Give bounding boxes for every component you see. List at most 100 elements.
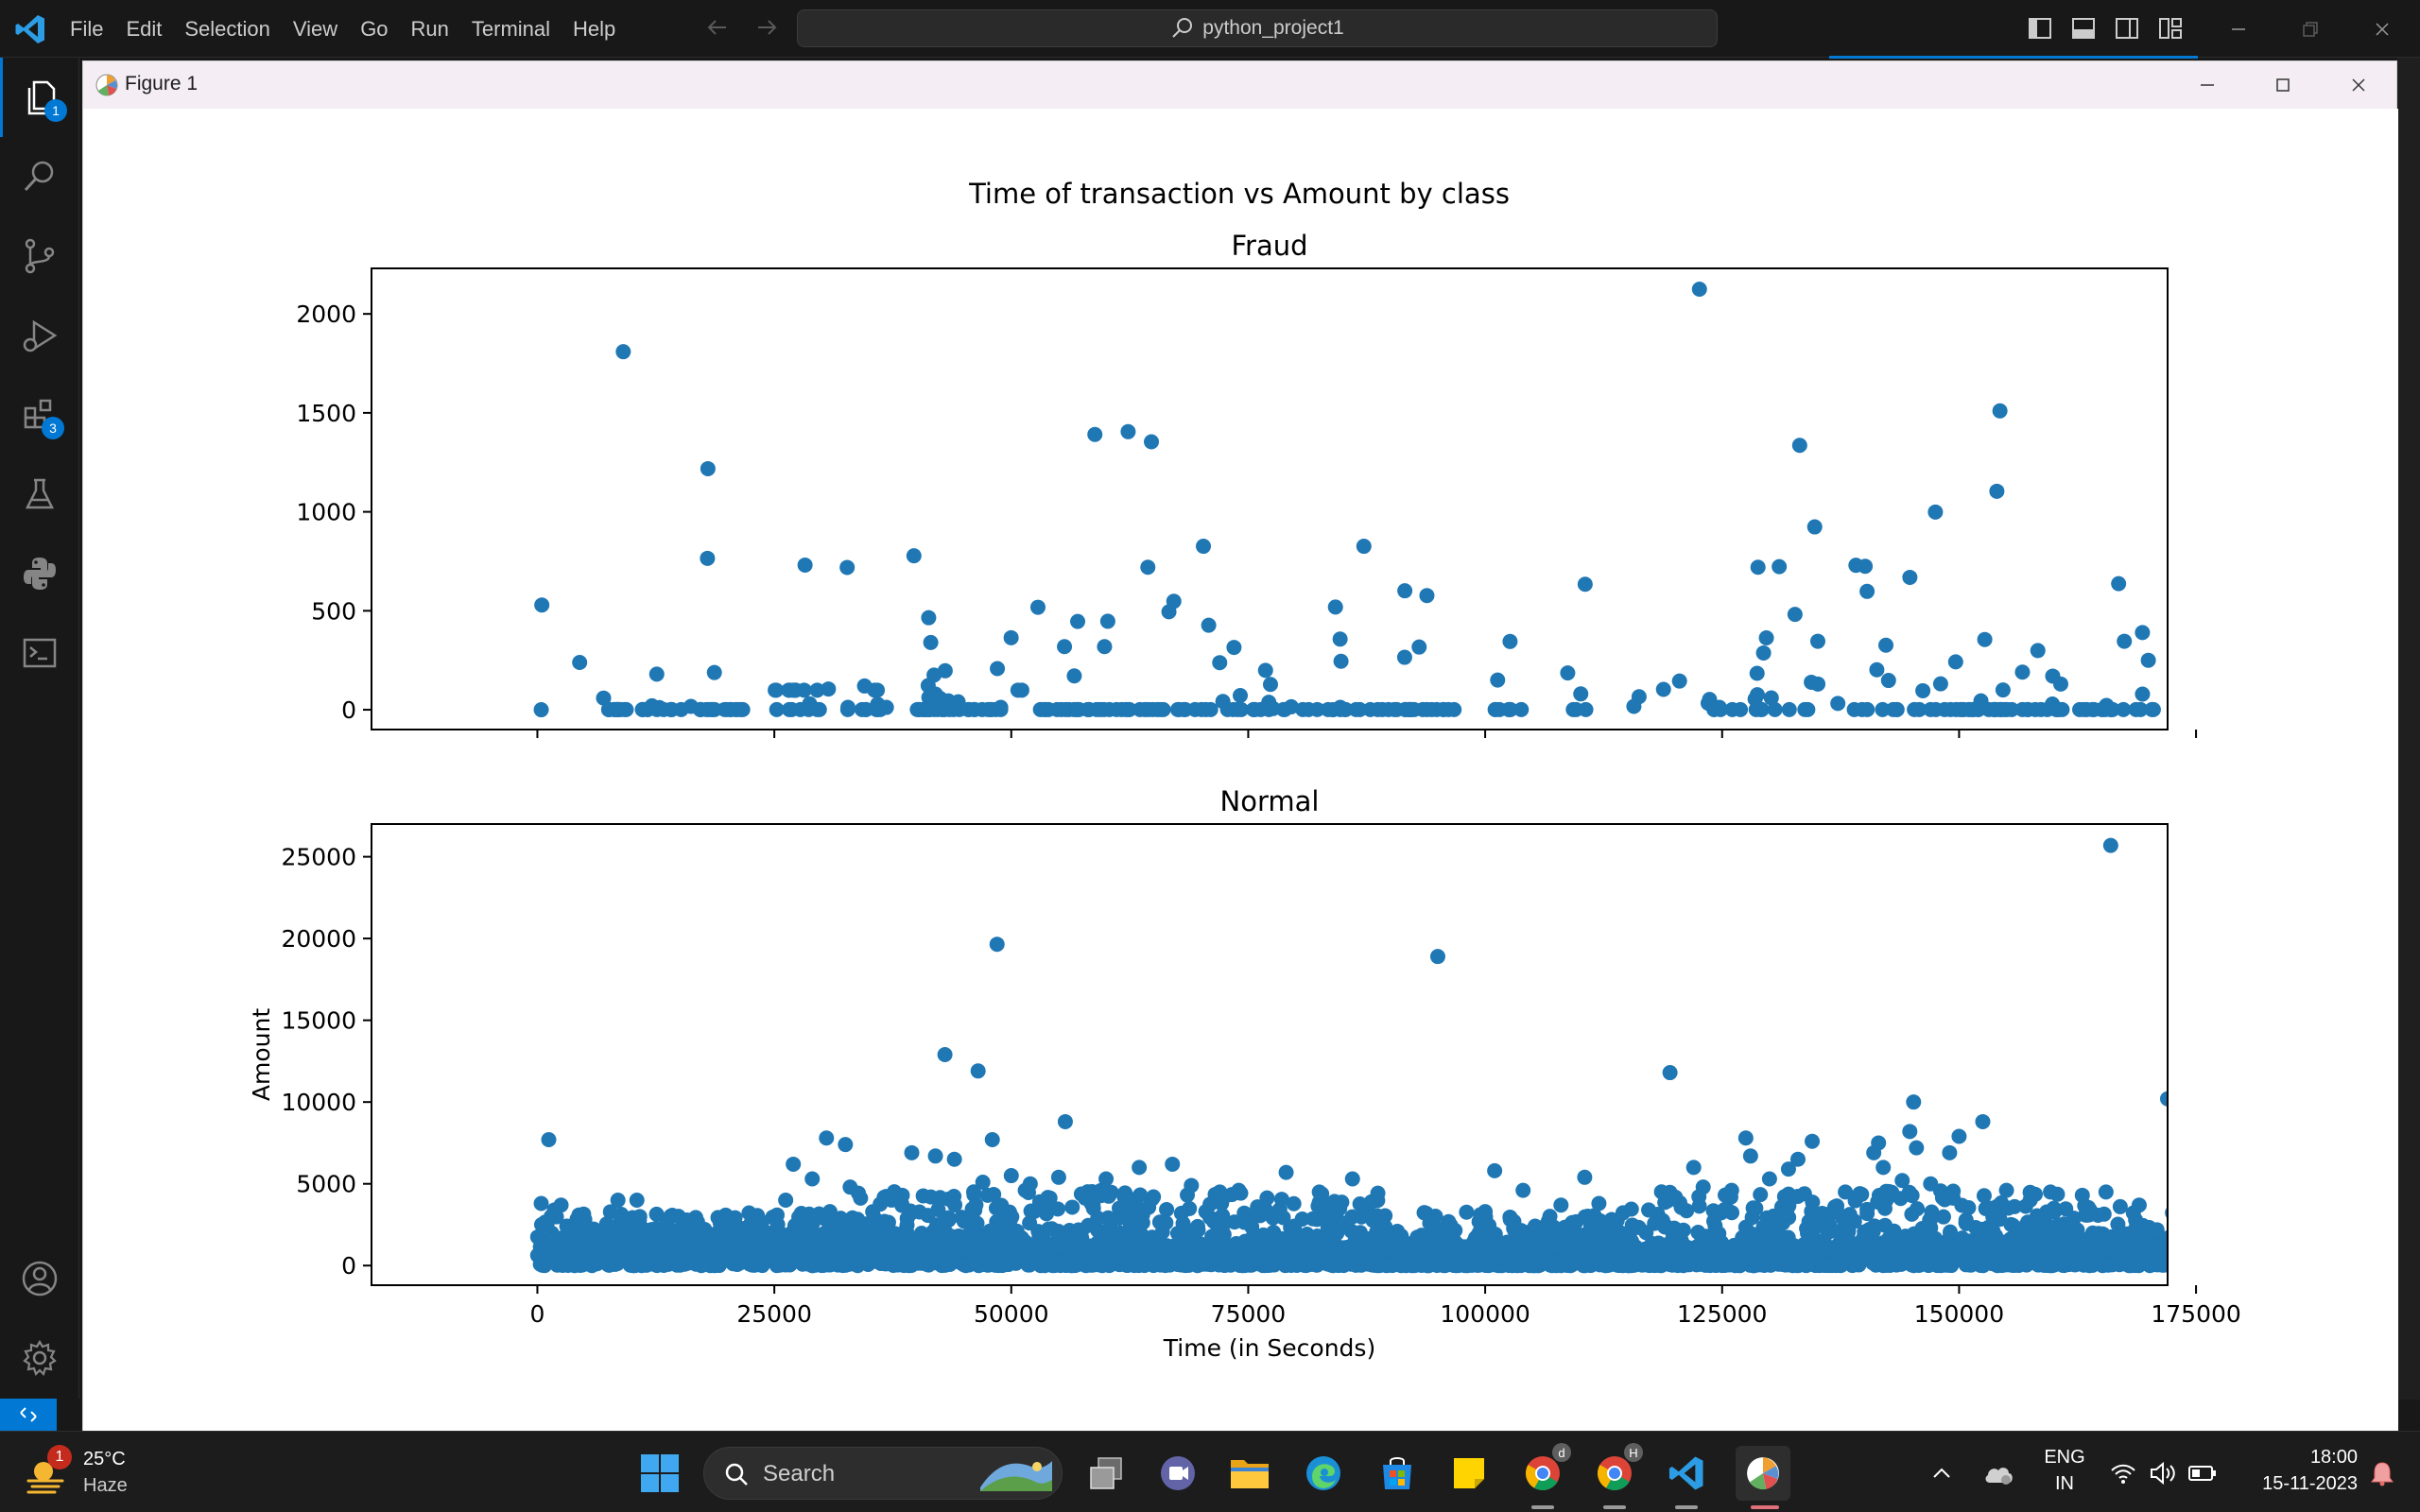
data-point	[796, 1209, 812, 1225]
python-figure-taskbar-button[interactable]	[1736, 1446, 1790, 1501]
microsoft-store-button[interactable]	[1373, 1449, 1422, 1498]
menu-view[interactable]: View	[292, 16, 338, 41]
toggle-panel-icon[interactable]	[2068, 13, 2099, 43]
sticky-notes-icon	[1454, 1458, 1484, 1488]
menu-file[interactable]: File	[70, 16, 104, 41]
data-point	[611, 1234, 627, 1250]
wifi-button[interactable]	[2106, 1449, 2140, 1498]
volume-icon	[2151, 1461, 2175, 1486]
figure-minimize-button[interactable]	[2169, 61, 2245, 109]
edge-browser-button[interactable]	[1299, 1449, 1348, 1498]
start-button[interactable]	[635, 1449, 684, 1498]
data-point	[598, 1216, 614, 1232]
y-tick-label: 20000	[281, 925, 356, 953]
weather-condition: Haze	[83, 1475, 128, 1496]
data-point	[1740, 1241, 1756, 1257]
data-point	[1158, 1214, 1174, 1230]
data-point	[769, 682, 785, 698]
weather-widget[interactable]: 1 25°C Haze	[25, 1445, 157, 1502]
data-point	[665, 1208, 681, 1224]
data-point	[1560, 665, 1576, 681]
activity-terminal[interactable]	[0, 613, 79, 693]
activity-accounts[interactable]	[0, 1239, 79, 1318]
data-point	[541, 1131, 557, 1147]
chevron-up-icon	[1933, 1468, 1950, 1478]
taskbar-search[interactable]: Search	[703, 1447, 1063, 1500]
taskbar-clock-time[interactable]: 18:00	[2309, 1447, 2358, 1468]
volume-button[interactable]	[2146, 1449, 2180, 1498]
data-point	[1329, 1198, 1345, 1214]
data-point	[1961, 1199, 1977, 1215]
activity-python[interactable]	[0, 534, 79, 613]
data-point	[1502, 633, 1518, 649]
data-point	[1675, 1222, 1691, 1238]
data-point	[1958, 1214, 1974, 1230]
arrow-left-icon[interactable]	[703, 13, 732, 42]
command-center-label: python_project1	[1202, 17, 1344, 39]
activity-run-debug[interactable]	[0, 296, 79, 375]
data-point	[1859, 583, 1876, 599]
onedrive-button[interactable]	[1978, 1449, 2019, 1498]
figure-maximize-button[interactable]	[2245, 61, 2321, 109]
chrome-profile-h-button[interactable]: H	[1590, 1443, 1643, 1498]
activity-extensions[interactable]: 3	[0, 375, 79, 455]
command-center-search[interactable]: python_project1	[797, 9, 1718, 47]
activity-search[interactable]	[0, 137, 79, 216]
vscode-taskbar-button[interactable]	[1662, 1449, 1711, 1498]
task-view-button[interactable]	[1081, 1449, 1131, 1498]
data-point	[1644, 1235, 1660, 1251]
toggle-secondary-sidebar-icon[interactable]	[2112, 13, 2142, 43]
activity-explorer[interactable]: 1	[0, 58, 79, 137]
menu-edit[interactable]: Edit	[126, 16, 163, 41]
menu-help[interactable]: Help	[573, 16, 616, 41]
show-hidden-icons-button[interactable]	[1923, 1449, 1961, 1498]
file-explorer-button[interactable]	[1225, 1449, 1274, 1498]
data-point	[1352, 701, 1368, 717]
x-tick-label: 25000	[736, 1300, 812, 1328]
data-point	[1754, 701, 1770, 717]
data-point	[804, 1241, 821, 1257]
vscode-logo-icon[interactable]	[13, 12, 47, 46]
remote-indicator-button[interactable]	[0, 1399, 57, 1431]
explorer-icon	[27, 80, 55, 115]
data-point	[1231, 1182, 1247, 1198]
arrow-right-icon[interactable]	[752, 13, 781, 42]
data-point	[534, 597, 550, 613]
customize-layout-icon[interactable]	[2155, 13, 2186, 43]
subplot-title: Normal	[1220, 785, 1320, 817]
figure-close-button[interactable]	[2321, 61, 2396, 109]
language-indicator-bottom[interactable]: IN	[2055, 1473, 2074, 1494]
teams-chat-button[interactable]	[1153, 1449, 1202, 1498]
data-point	[1859, 701, 1876, 717]
toggle-primary-sidebar-icon[interactable]	[2025, 13, 2055, 43]
data-point	[1278, 1164, 1294, 1180]
menu-go[interactable]: Go	[360, 16, 389, 41]
activity-testing[interactable]	[0, 455, 79, 534]
sticky-notes-button[interactable]	[1444, 1449, 1494, 1498]
data-point	[2005, 1257, 2021, 1273]
data-point	[1789, 1189, 1806, 1205]
menu-terminal[interactable]: Terminal	[471, 16, 551, 41]
restore-button[interactable]	[2274, 0, 2346, 58]
notifications-button[interactable]	[2363, 1449, 2401, 1498]
data-point	[1810, 676, 1826, 692]
data-point	[1228, 1235, 1244, 1251]
data-point	[1132, 1160, 1148, 1176]
activity-settings[interactable]	[0, 1318, 79, 1398]
data-point	[1166, 1240, 1182, 1256]
menu-run[interactable]: Run	[410, 16, 449, 41]
data-point	[1713, 701, 1729, 717]
data-point	[1662, 1065, 1678, 1081]
minimize-button[interactable]	[2203, 0, 2274, 58]
language-indicator-top[interactable]: ENG	[2044, 1447, 2085, 1468]
chrome-profile-d-button[interactable]: d	[1518, 1443, 1571, 1498]
activity-source-control[interactable]	[0, 216, 79, 296]
y-tick-label: 2000	[296, 301, 356, 328]
figure-canvas[interactable]: Time of transaction vs Amount by class Fr…	[83, 109, 2398, 1432]
close-window-button[interactable]	[2346, 0, 2418, 58]
battery-button[interactable]	[2186, 1449, 2220, 1498]
taskbar-clock-date[interactable]: 15-11-2023	[2262, 1473, 2358, 1494]
data-point	[1097, 1228, 1113, 1244]
menu-selection[interactable]: Selection	[184, 16, 270, 41]
